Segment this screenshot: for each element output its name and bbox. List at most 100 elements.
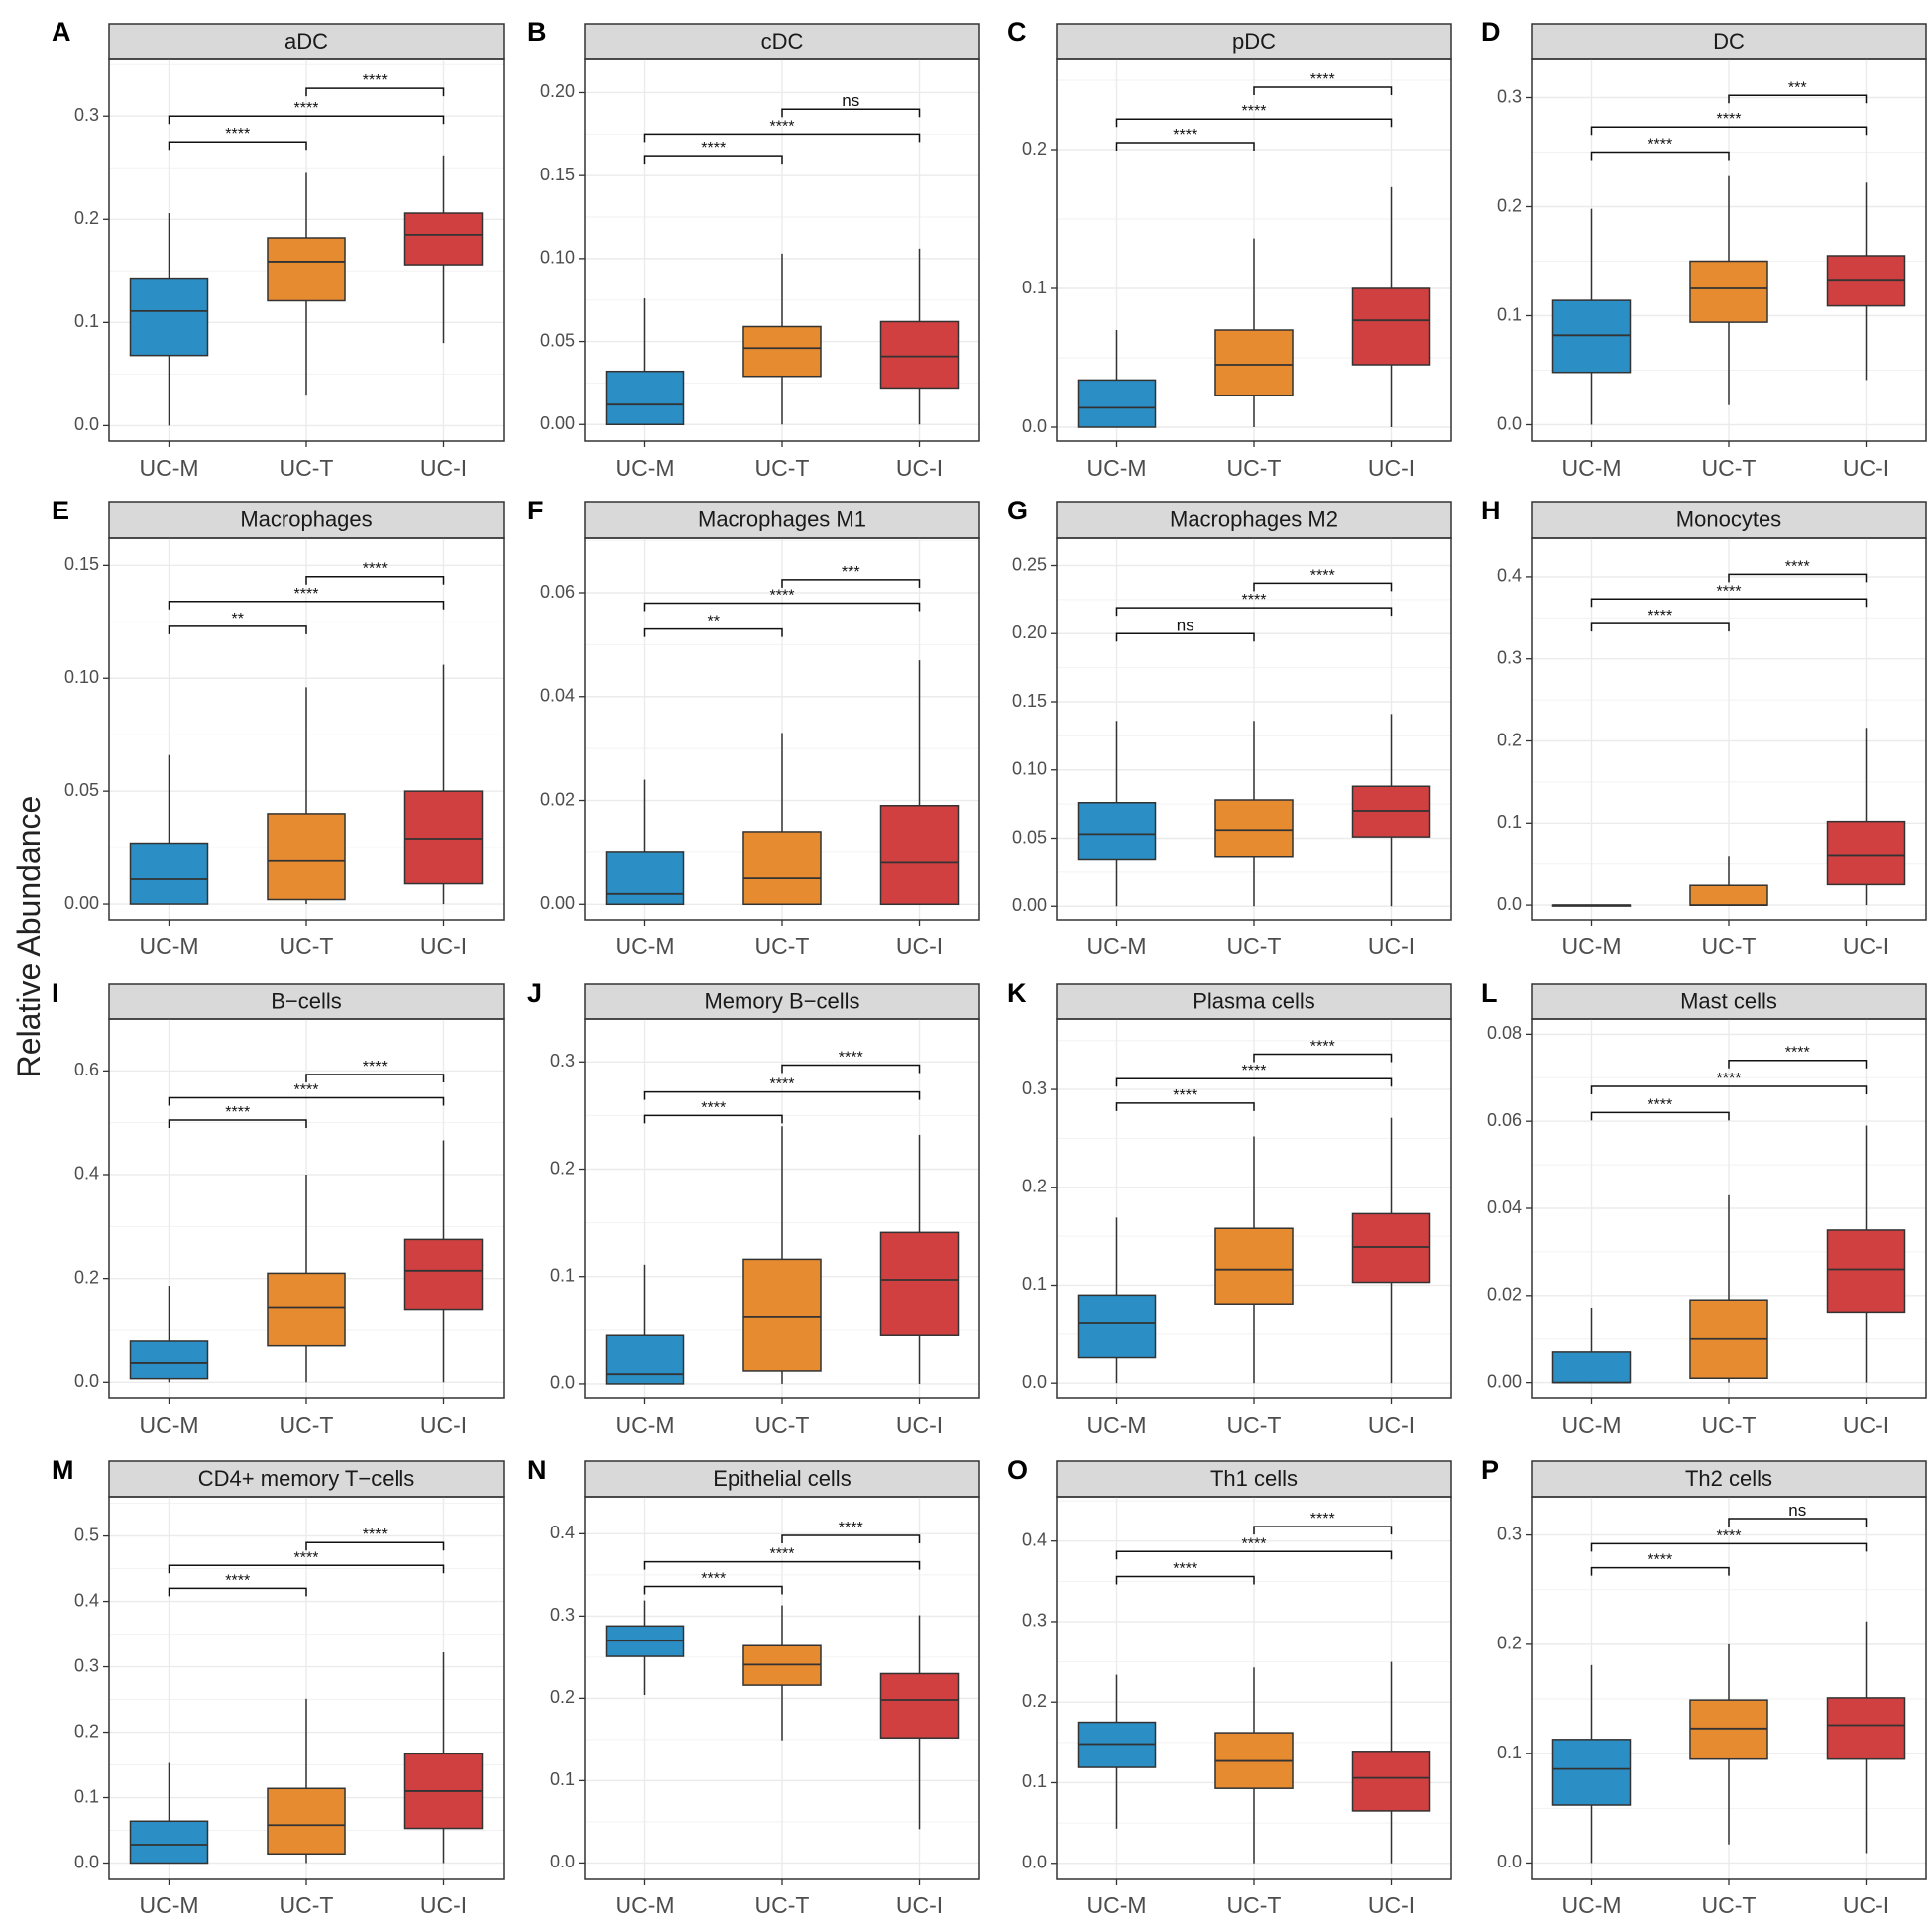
x-tick-label: UC-I (1368, 1413, 1415, 1438)
panel-letter: B (527, 17, 547, 47)
x-tick-label: UC-M (615, 1892, 674, 1918)
bracket-line (168, 115, 445, 125)
y-tick-label: 0.20 (540, 81, 575, 101)
bracket-line (168, 1587, 307, 1597)
panel-L: L Mast cells 0.00 0.02 0.04 0.06 0.08 **** **** *… (1481, 978, 1927, 1438)
y-tick-label: 0.0 (74, 1852, 99, 1871)
x-tick-label: UC-T (1227, 1413, 1282, 1438)
significance-label: **** (1242, 592, 1267, 609)
facet-strip (584, 501, 980, 539)
panel-letter: K (1007, 978, 1027, 1008)
box-UC-I (403, 155, 484, 344)
x-tick-label: UC-I (420, 1892, 467, 1918)
y-tick-label: 0.1 (1022, 1771, 1047, 1791)
box-UC-T (1689, 1194, 1768, 1383)
significance-bracket: **** (168, 1082, 445, 1106)
box-UC-M (605, 1600, 685, 1696)
box-iqr (605, 370, 685, 426)
panel-letter: C (1007, 17, 1027, 47)
significance-bracket: **** (168, 586, 445, 610)
bracket-line (781, 579, 921, 588)
y-tick-label: 0.05 (540, 330, 575, 350)
box-UC-T (742, 1605, 822, 1741)
facet-strip (1056, 983, 1452, 1020)
box-UC-I (403, 664, 484, 905)
panel-F: F Macrophages M10.000.020.040.06*********… (527, 496, 980, 959)
box-iqr (1351, 1212, 1431, 1284)
y-tick-label: 0.3 (1497, 647, 1522, 667)
x-tick-label: UC-T (1702, 933, 1757, 959)
facet-strip (584, 23, 980, 60)
y-tick-label: 0.00 (1012, 895, 1047, 915)
y-tick-label: 0.02 (540, 789, 575, 809)
panel-I: I B−cells 0.0 0.2 0.4 0.6 **** **** **** UC-M UC-T… (52, 978, 505, 1438)
panel-letter: H (1481, 496, 1501, 525)
box-iqr (403, 1238, 484, 1311)
significance-bracket: **** (1115, 1560, 1255, 1585)
bracket-line (1115, 1550, 1393, 1560)
x-tick-label: UC-I (896, 933, 943, 959)
y-tick-label: 0.2 (1497, 1634, 1522, 1653)
bracket-line (643, 1560, 921, 1570)
significance-bracket: **** (1590, 111, 1868, 136)
significance-bracket: **** (643, 1570, 783, 1595)
y-tick-label: 0.0 (1497, 894, 1522, 914)
box-iqr (403, 790, 484, 885)
y-tick-label: 0.3 (1497, 1524, 1522, 1543)
x-tick-label: UC-M (139, 933, 198, 959)
box-UC-I (403, 1652, 484, 1864)
significance-bracket: ** (168, 611, 307, 634)
y-tick-label: 0.10 (64, 667, 99, 687)
y-tick-label: 0.05 (64, 780, 99, 800)
significance-bracket: ns (1728, 1501, 1868, 1527)
x-tick-label: UC-T (1702, 1892, 1757, 1918)
x-tick-label: UC-I (1843, 1892, 1889, 1918)
significance-bracket: **** (168, 1572, 307, 1597)
y-tick-label: 0.4 (550, 1523, 575, 1542)
y-tick-label: 0.06 (1487, 1110, 1522, 1130)
box-iqr (1826, 820, 1906, 886)
y-tick-label: 0.2 (1497, 195, 1522, 215)
significance-label: **** (770, 1076, 795, 1093)
bracket-line (643, 133, 921, 143)
x-tick-label: UC-T (755, 1892, 810, 1918)
x-tick-label: UC-I (420, 1413, 467, 1438)
significance-bracket: ** (643, 614, 783, 637)
panel-letter: N (527, 1455, 547, 1485)
bracket-line (1590, 1085, 1868, 1095)
y-tick-label: 0.0 (550, 1852, 575, 1871)
significance-bracket: **** (1728, 558, 1868, 583)
x-tick-label: UC-I (896, 1413, 943, 1438)
bracket-line (1115, 142, 1255, 151)
significance-bracket: **** (305, 1527, 445, 1551)
x-tick-label: UC-M (615, 1413, 674, 1438)
bracket-line (305, 1541, 445, 1551)
panel-M: M CD4+ memory T−cells 0.0 0.1 0.2 0.3 0.4 0.5 **… (52, 1455, 505, 1918)
x-tick-label: UC-T (755, 933, 810, 959)
panel-letter: M (52, 1455, 74, 1485)
x-tick-label: UC-T (1702, 1413, 1757, 1438)
y-tick-label: 0.1 (1022, 278, 1047, 297)
y-tick-label: 0.2 (1497, 730, 1522, 749)
x-tick-label: UC-T (1227, 455, 1282, 481)
y-tick-label: 0.1 (1497, 1743, 1522, 1762)
y-tick-label: 0.20 (1012, 622, 1047, 642)
significance-bracket: **** (1253, 71, 1393, 95)
box-UC-M (1551, 904, 1632, 907)
box-iqr (1077, 379, 1157, 428)
box-UC-I (1826, 182, 1906, 381)
significance-bracket: ns (781, 91, 921, 118)
y-tick-label: 0.1 (550, 1769, 575, 1789)
x-tick-label: UC-I (420, 455, 467, 481)
significance-bracket: **** (305, 72, 445, 97)
facet-title: Monocytes (1676, 507, 1781, 531)
facet-title: DC (1713, 29, 1745, 54)
y-tick-label: 0.2 (550, 1158, 575, 1178)
box-iqr (267, 237, 346, 302)
bracket-line (305, 87, 445, 97)
significance-bracket: **** (643, 140, 783, 165)
box-UC-M (1551, 1664, 1632, 1864)
box-iqr (1689, 884, 1768, 906)
y-tick-label: 0.15 (540, 165, 575, 184)
